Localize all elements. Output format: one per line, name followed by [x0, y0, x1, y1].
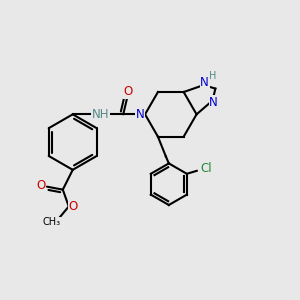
Text: Cl: Cl	[201, 162, 212, 175]
Text: N: N	[136, 108, 145, 121]
Text: O: O	[68, 200, 77, 213]
Text: H: H	[209, 71, 216, 81]
Text: N: N	[200, 76, 209, 88]
Text: N: N	[209, 96, 218, 109]
Text: O: O	[124, 85, 133, 98]
Text: O: O	[36, 179, 46, 192]
Text: NH: NH	[92, 108, 109, 121]
Text: CH₃: CH₃	[43, 217, 61, 227]
